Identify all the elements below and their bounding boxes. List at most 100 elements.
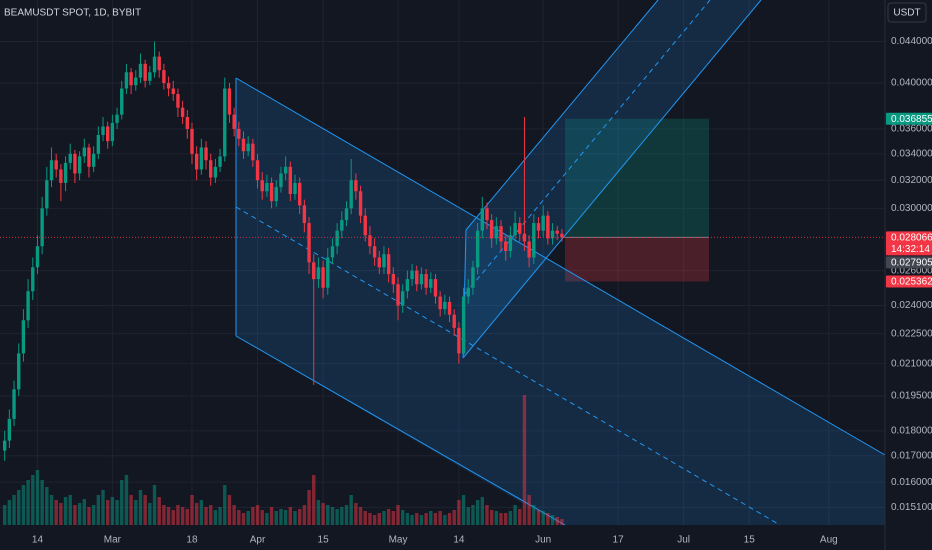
volume-bar — [560, 519, 564, 525]
candle-body — [63, 162, 68, 183]
y-tick-label: 0.018000 — [891, 425, 932, 436]
price-tag — [886, 112, 932, 125]
volume-bar — [232, 505, 236, 525]
candle-body — [241, 138, 246, 152]
volume-bar — [171, 510, 175, 525]
candle-body — [550, 230, 555, 239]
candle-body — [447, 301, 452, 315]
candle-body — [138, 63, 143, 78]
candle-body — [522, 233, 527, 242]
candle-body — [330, 246, 335, 258]
volume-bar — [391, 511, 396, 525]
channels — [235, 0, 886, 526]
volume-bar — [21, 485, 26, 525]
candle-body — [527, 241, 531, 258]
volume-bar — [26, 480, 30, 525]
candle-body — [21, 320, 26, 354]
volume-bar — [457, 500, 461, 525]
volume-bar — [180, 507, 185, 525]
volume-bar — [190, 495, 194, 525]
volume-bar — [12, 495, 16, 525]
volume-bar — [372, 515, 377, 525]
candle-body — [2, 440, 7, 451]
volume-bar — [157, 497, 161, 525]
currency-box[interactable] — [887, 2, 927, 23]
volume-bar — [49, 495, 54, 525]
volume-bar — [96, 495, 101, 525]
candle-body — [31, 267, 35, 292]
candle-body — [382, 254, 386, 268]
volume — [2, 395, 564, 525]
candle-body — [396, 284, 400, 306]
currency[interactable]: USDT — [893, 8, 920, 19]
volume-bar — [279, 509, 283, 525]
volume-bar — [120, 480, 124, 525]
volume-bar — [438, 511, 442, 525]
volume-bar — [35, 470, 40, 525]
price-tag-label: 0.027905 — [891, 257, 932, 268]
y-tick-label: 0.016000 — [891, 477, 932, 488]
price-axis-bg — [885, 0, 932, 550]
volume-bar — [59, 503, 63, 525]
candle-body — [96, 135, 101, 154]
volume-bar — [447, 513, 452, 525]
volume-bar — [194, 503, 199, 525]
candle-body — [307, 223, 311, 263]
candle-body — [354, 180, 358, 192]
volume-bar — [513, 505, 517, 525]
volume-bar — [354, 503, 358, 525]
candle-body — [101, 126, 105, 136]
candle-body — [232, 114, 236, 129]
y-tick-label: 0.044000 — [891, 36, 932, 47]
volume-bar — [185, 509, 190, 525]
volume-bar — [429, 511, 433, 525]
volume-bar — [382, 511, 386, 525]
candle-body — [110, 122, 115, 142]
volume-bar — [152, 485, 157, 525]
candle-body — [143, 63, 147, 81]
candle-body — [166, 83, 171, 89]
volume-bar — [489, 510, 494, 525]
candle-body — [255, 160, 260, 181]
volume-bar — [77, 503, 82, 525]
price-tag-label: 0.028066 — [891, 232, 932, 243]
volume-bar — [115, 500, 119, 525]
volume-bar — [405, 513, 410, 525]
volume-bar — [255, 505, 260, 525]
candle-body — [105, 126, 110, 142]
volume-bar — [330, 507, 335, 525]
candle-body — [316, 267, 321, 280]
position-tool — [565, 118, 709, 282]
candle-body — [386, 254, 391, 275]
channel-mid — [235, 206, 781, 526]
candle-body — [68, 153, 72, 163]
candle-body — [536, 223, 541, 231]
candle-body — [288, 166, 293, 195]
y-tick-label: 0.036000 — [891, 124, 932, 135]
volume-bar — [433, 513, 438, 525]
volume-bar — [335, 509, 339, 525]
volume-bar — [45, 487, 49, 525]
candle-body — [12, 389, 16, 419]
volume-bar — [148, 503, 152, 525]
price-tag — [886, 256, 932, 269]
candle-body — [115, 114, 119, 123]
volume-bar — [246, 511, 250, 525]
volume-bar — [17, 490, 21, 525]
volume-bar — [344, 505, 349, 525]
volume-bar — [40, 480, 44, 525]
volume-bar — [302, 505, 307, 525]
candle-body — [480, 208, 485, 231]
time-axis-bg — [0, 526, 885, 550]
candle-body — [269, 182, 274, 202]
volume-bar — [452, 510, 456, 525]
candle-body — [532, 223, 536, 258]
volume-bar — [101, 490, 105, 525]
candle-body — [283, 166, 288, 174]
position-profit — [565, 118, 709, 238]
candle-body — [204, 147, 208, 161]
volume-bar — [162, 505, 166, 525]
volume-bar — [471, 505, 475, 525]
volume-bar — [63, 497, 68, 525]
candle-body — [363, 215, 367, 236]
